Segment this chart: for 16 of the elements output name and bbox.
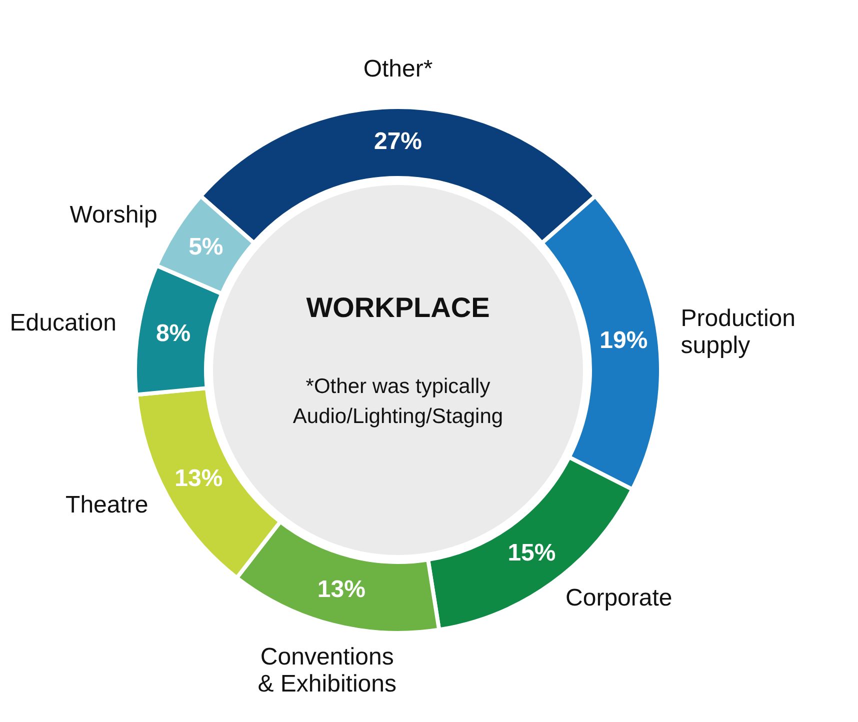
data-label: 8% (156, 320, 191, 348)
data-label: 13% (317, 576, 366, 603)
data-label: 19% (600, 327, 648, 354)
slice-label: Worship (70, 201, 158, 228)
slice-label: Other* (363, 56, 433, 83)
data-label: 13% (174, 465, 223, 492)
slice-label: Education (10, 310, 117, 337)
text: *Other was typically Audio/Lighting/Staging (292, 374, 504, 430)
slice-label: Corporate (566, 584, 672, 612)
data-label: 27% (374, 128, 422, 156)
slice-label: Theatre (66, 491, 148, 518)
text: WORKPLACE (305, 292, 491, 324)
data-label: 15% (508, 540, 556, 567)
slice-label: Production supply (680, 304, 796, 359)
data-label: 5% (188, 234, 224, 261)
slice-label: Conventions & Exhibitions (258, 644, 396, 698)
